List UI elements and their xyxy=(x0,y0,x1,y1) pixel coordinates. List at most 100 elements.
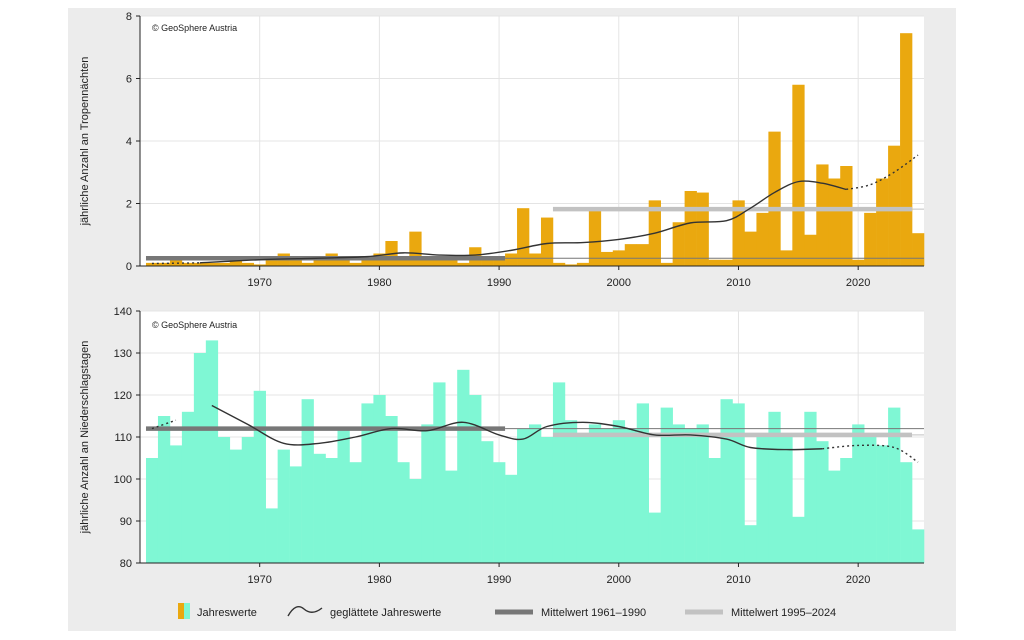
bar-1994 xyxy=(540,437,554,563)
bar-2022 xyxy=(876,178,889,266)
bar-2008 xyxy=(708,259,721,266)
bar-1965 xyxy=(193,262,207,266)
bar-1971 xyxy=(265,508,278,563)
x-tick-label: 2020 xyxy=(846,277,870,289)
bar-2019 xyxy=(840,166,853,266)
bar-1962 xyxy=(157,262,171,266)
bar-2005 xyxy=(672,424,685,563)
bar-2025 xyxy=(912,529,925,563)
bar-1961 xyxy=(145,458,159,563)
bar-1991 xyxy=(505,253,518,266)
legend-label: Jahreswerte xyxy=(197,607,257,619)
bar-2024 xyxy=(900,462,913,563)
bar-1992 xyxy=(517,208,530,266)
bar-2001 xyxy=(624,428,638,563)
bar-1977 xyxy=(337,428,350,563)
bar-1999 xyxy=(600,251,614,266)
x-tick-label: 2000 xyxy=(607,277,631,289)
bar-2002 xyxy=(636,403,650,563)
bar-2020 xyxy=(852,259,865,266)
bar-2003 xyxy=(648,512,661,563)
bar-1986 xyxy=(445,470,458,563)
bar-1993 xyxy=(529,253,542,266)
bar-1965 xyxy=(193,353,207,563)
bar-1975 xyxy=(313,259,326,266)
bar-1970 xyxy=(253,390,266,563)
bar-1966 xyxy=(205,340,219,563)
bar-1991 xyxy=(505,474,518,563)
bar-2001 xyxy=(624,244,638,266)
bar-1974 xyxy=(301,262,314,266)
smoothed-line-dotted-end xyxy=(822,444,919,463)
bar-1981 xyxy=(385,416,398,563)
bar-2015 xyxy=(792,84,805,266)
bar-1988 xyxy=(469,395,482,563)
bar-2011 xyxy=(744,231,757,266)
bar-1961 xyxy=(145,262,159,266)
y-tick-label: 8 xyxy=(126,11,132,23)
legend: Jahreswerte geglättete Jahreswerte Mitte… xyxy=(178,603,836,619)
bar-2016 xyxy=(804,234,817,266)
bar-2023 xyxy=(888,407,901,563)
y-tick-label: 130 xyxy=(114,348,132,360)
x-tick-label: 1990 xyxy=(487,574,511,586)
bar-2020 xyxy=(852,424,865,563)
bar-2021 xyxy=(864,437,877,563)
bar-1990 xyxy=(493,462,506,563)
x-tick-label: 1970 xyxy=(247,574,271,586)
bar-1980 xyxy=(373,395,386,563)
bar-1995 xyxy=(552,382,566,563)
bar-2005 xyxy=(672,222,685,266)
bar-2025 xyxy=(912,233,925,266)
y-axis-label: jährliche Anzahl an Tropennächten xyxy=(79,57,91,227)
bar-2018 xyxy=(828,178,841,266)
bar-2017 xyxy=(816,164,829,266)
bar-1982 xyxy=(397,256,410,266)
axes: 80 90 100 110 120 130 140 1970 1980 1990 2000 2010 2… xyxy=(114,306,924,586)
bar-1983 xyxy=(409,231,422,266)
bar-1985 xyxy=(433,259,446,266)
smoothed-line-dotted-end xyxy=(846,154,919,191)
legend-swatch-turquoise xyxy=(184,603,190,619)
bar-1973 xyxy=(289,466,302,563)
bar-1971 xyxy=(265,256,278,266)
bar-2009 xyxy=(720,259,733,266)
bar-2002 xyxy=(636,244,650,266)
bar-1969 xyxy=(241,437,255,563)
bar-2011 xyxy=(744,525,757,563)
bar-1967 xyxy=(217,262,231,266)
bar-1996 xyxy=(564,264,578,266)
bar-2014 xyxy=(780,437,793,563)
bar-1963 xyxy=(169,259,183,266)
y-tick-label: 2 xyxy=(126,199,132,211)
mean-lines xyxy=(145,426,924,438)
bar-1990 xyxy=(493,259,506,266)
y-tick-label: 140 xyxy=(114,306,132,318)
bar-2009 xyxy=(720,399,733,563)
bar-1974 xyxy=(301,399,314,563)
chart-tropical-nights: 0 2 4 6 8 1970 1980 1990 2000 2010 2020 © GeoSpher… xyxy=(79,11,925,289)
bar-1994 xyxy=(540,217,554,266)
y-tick-label: 80 xyxy=(120,558,132,570)
bar-1970 xyxy=(253,264,266,266)
smoothed-line-dotted-start xyxy=(151,419,177,430)
legend-swatch-orange xyxy=(178,603,184,619)
chart-precipitation-days: 80 90 100 110 120 130 140 1970 1980 1990 2000 2010 2… xyxy=(79,306,925,586)
smoothed-line-solid xyxy=(211,404,823,451)
bar-1964 xyxy=(181,262,195,266)
x-tick-label: 2010 xyxy=(726,277,750,289)
credit-label: © GeoSphere Austria xyxy=(152,320,237,330)
bar-2017 xyxy=(816,441,829,563)
bar-1984 xyxy=(421,259,434,266)
y-axis-label: jährliche Anzahl an Niederschlagstagen xyxy=(79,341,91,535)
y-tick-label: 4 xyxy=(126,136,132,148)
legend-item-mean-1995-2024: Mittelwert 1995–2024 xyxy=(685,607,836,619)
bar-1992 xyxy=(517,428,530,563)
smoothed-line xyxy=(151,404,919,463)
x-tick-label: 1970 xyxy=(247,277,271,289)
bar-1984 xyxy=(421,424,434,563)
bar-1964 xyxy=(181,411,195,563)
y-tick-label: 6 xyxy=(126,74,132,86)
x-tick-label: 1990 xyxy=(487,277,511,289)
bar-1997 xyxy=(576,262,590,266)
